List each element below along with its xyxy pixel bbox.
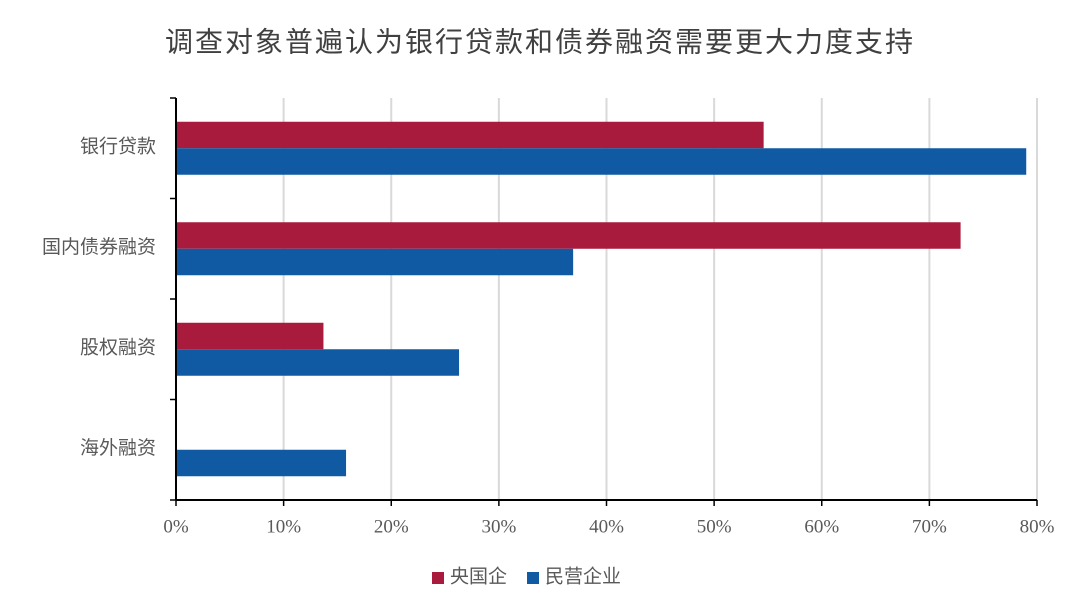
x-tick-label: 0%	[163, 516, 189, 537]
legend-label: 民营企业	[545, 565, 621, 587]
bar	[176, 449, 347, 477]
legend-label: 央国企	[450, 565, 507, 587]
x-tick-label: 30%	[481, 516, 516, 537]
x-tick-label: 70%	[912, 516, 947, 537]
legend-swatch	[432, 572, 444, 584]
bar	[176, 322, 324, 350]
x-tick-label: 80%	[1020, 516, 1055, 537]
y-tick-label: 国内债券融资	[42, 236, 156, 258]
x-tick-label: 20%	[374, 516, 409, 537]
y-tick-label: 银行贷款	[80, 136, 156, 158]
y-tick-label: 海外融资	[80, 437, 156, 459]
x-tick-label: 40%	[589, 516, 624, 537]
y-tick-label: 股权融资	[80, 337, 156, 359]
bar	[176, 349, 460, 376]
bar	[176, 222, 961, 249]
legend-swatch	[527, 572, 540, 584]
x-tick-label: 60%	[804, 516, 839, 537]
bar	[176, 121, 764, 149]
bar	[176, 148, 1027, 175]
x-tick-label: 50%	[697, 516, 732, 537]
bar	[176, 248, 574, 276]
x-tick-label: 10%	[266, 516, 301, 537]
chart-title: 调查对象普遍认为银行贷款和债券融资需要更大力度支持	[165, 26, 915, 58]
